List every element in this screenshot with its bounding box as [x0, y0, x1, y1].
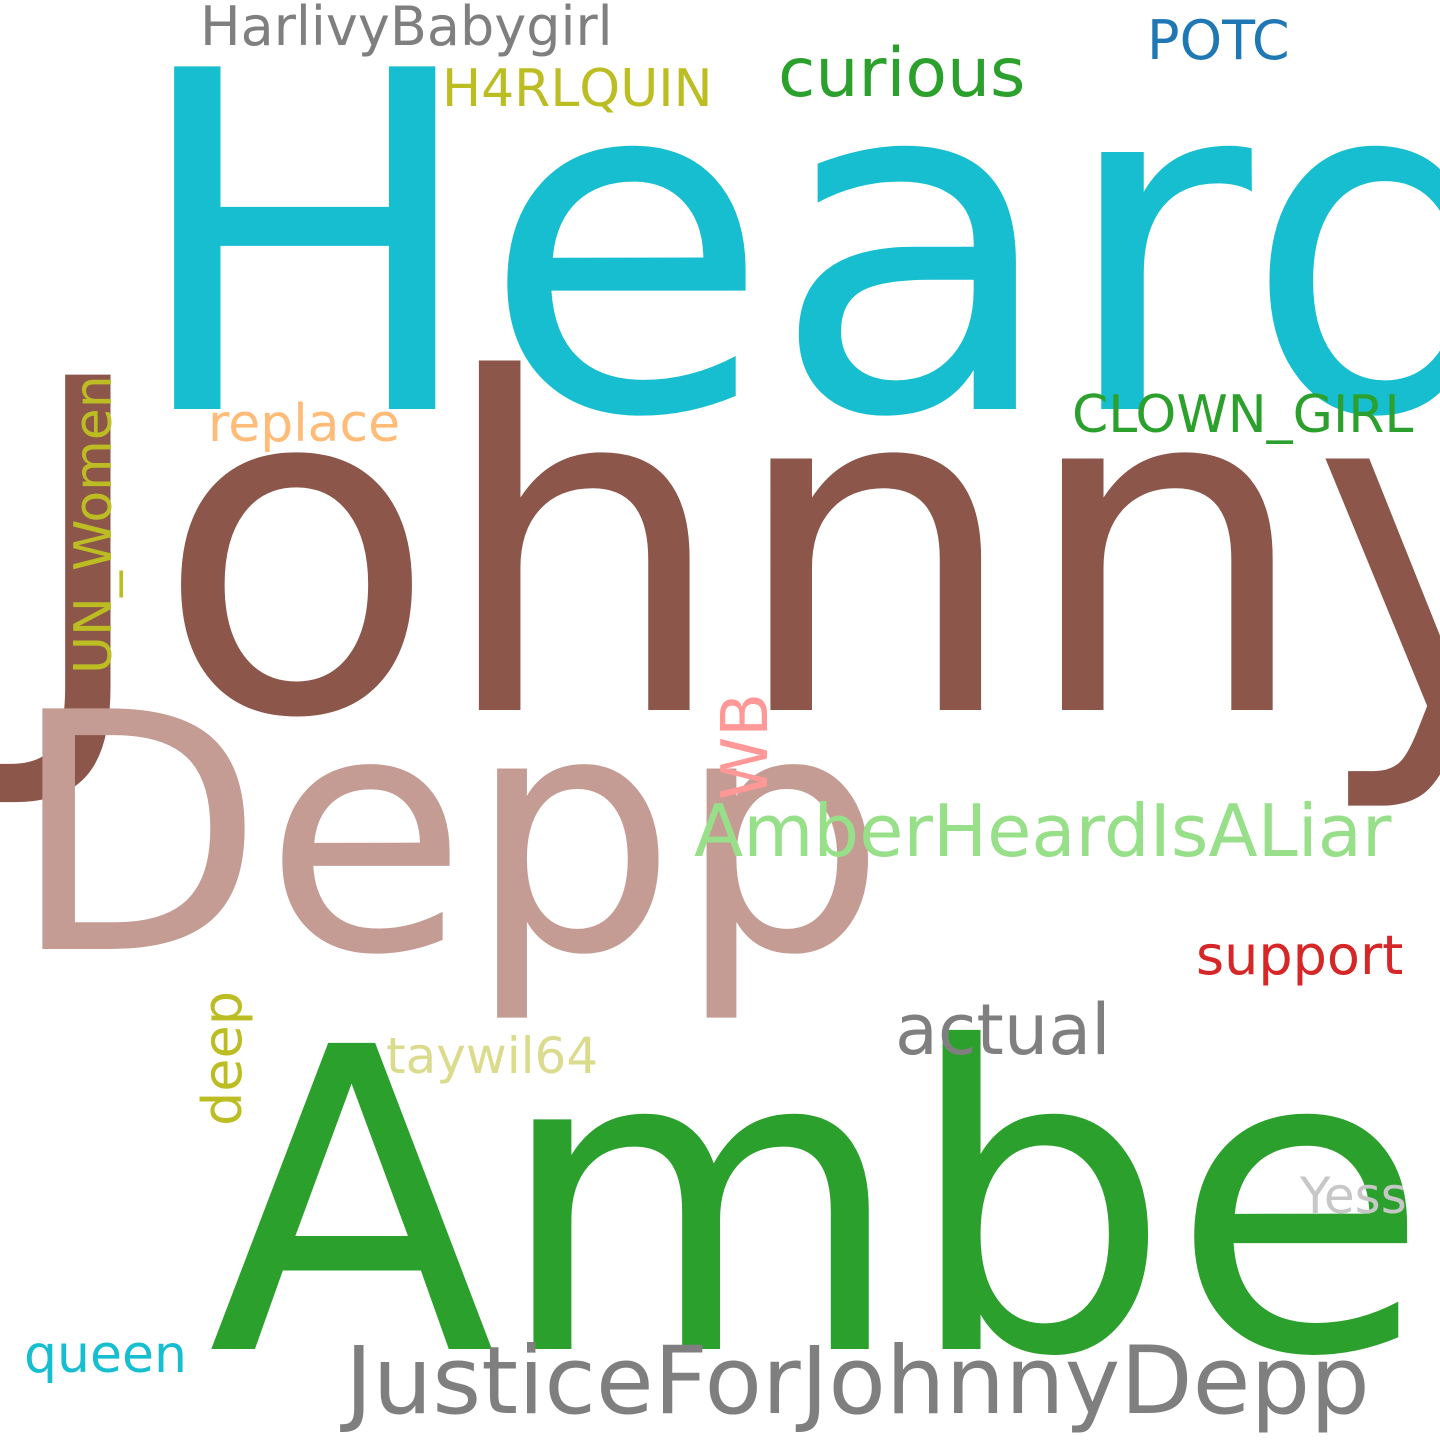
word-actual: actual: [895, 989, 1111, 1071]
word-johnny: Johnny: [20, 284, 1440, 819]
word-heard: Heard: [128, 0, 1440, 520]
word-taywil64: taywil64: [386, 1027, 599, 1085]
word-clown-girl: CLOWN_GIRL: [1072, 385, 1414, 445]
word-yess: Yess: [1300, 1167, 1407, 1225]
word-amberheard-is-a-liar: AmberHeardIsALiar: [694, 789, 1392, 873]
word-replace: replace: [208, 394, 401, 454]
word-curious: curious: [778, 34, 1026, 113]
word-queen: queen: [24, 1325, 187, 1385]
word-un-women: UN_Women: [64, 375, 124, 674]
word-wb: WB: [709, 692, 783, 800]
word-potc: POTC: [1147, 9, 1290, 72]
word-amber: Amber: [208, 960, 1440, 1440]
word-support: support: [1196, 924, 1404, 987]
word-depp: Depp: [10, 643, 887, 1027]
word-deep: deep: [191, 991, 254, 1126]
word-harlivy-babygirl: HarlivyBabygirl: [200, 0, 613, 58]
word-justicefor-johnnydepp: JusticeForJohnnyDepp: [345, 1327, 1370, 1436]
word-h4rlquin: H4RLQUIN: [442, 59, 713, 119]
